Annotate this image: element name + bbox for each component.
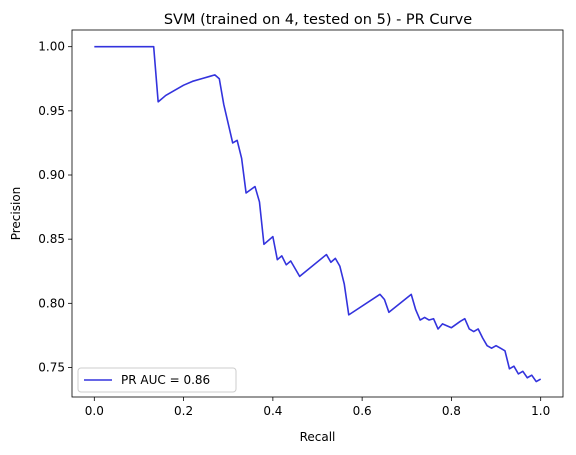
x-axis-label: Recall: [300, 430, 336, 444]
axes-frame: [71, 29, 564, 398]
pr-curve-line-series-0: [94, 45, 542, 383]
x-tick-label: 1.0: [531, 404, 550, 418]
legend: PR AUC = 0.86: [77, 367, 237, 393]
y-tick-label: 0.90: [38, 168, 65, 182]
y-tick-label: 0.75: [38, 360, 65, 374]
chart-title: SVM (trained on 4, tested on 5) - PR Cur…: [164, 12, 472, 28]
y-tick-label: 0.80: [38, 296, 65, 310]
x-tick-label: 0.2: [174, 404, 193, 418]
legend-box: [77, 367, 237, 393]
x-tick-label: 0.8: [442, 404, 461, 418]
x-tick-label: 0.6: [353, 404, 372, 418]
y-tick-label: 0.95: [38, 104, 65, 118]
series-layer: [94, 45, 542, 383]
y-axis: 0.75 0.80 0.85 0.90 0.95 1.00: [38, 40, 72, 374]
plot-area: [71, 29, 564, 398]
legend-label: PR AUC = 0.86: [121, 373, 210, 387]
x-axis: 0.0 0.2 0.4 0.6 0.8 1.0: [85, 397, 550, 418]
y-tick-label: 0.85: [38, 232, 65, 246]
y-axis-label: Precision: [9, 187, 23, 241]
x-tick-label: 0.0: [85, 404, 104, 418]
y-tick-label: 1.00: [38, 40, 65, 54]
x-tick-label: 0.4: [263, 404, 282, 418]
